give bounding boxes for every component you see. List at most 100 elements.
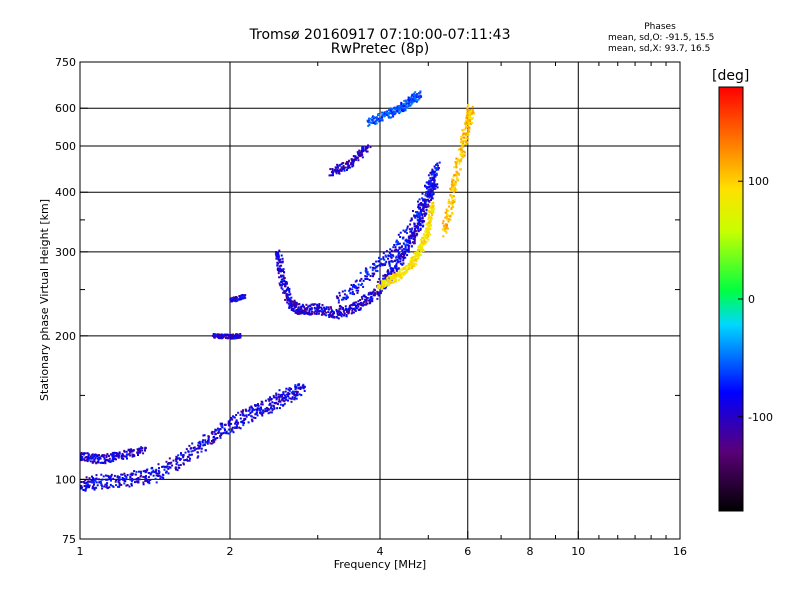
scatter-point [165,471,168,474]
scatter-point [421,241,424,244]
scatter-point [295,309,298,312]
scatter-point [130,483,133,485]
scatter-point [413,233,416,236]
scatter-point [265,406,268,409]
scatter-point [189,457,191,460]
scatter-point [282,268,285,271]
scatter-point [187,455,190,458]
scatter-point [406,227,409,230]
scatter-point [256,404,259,407]
scatter-point [263,410,266,413]
scatter-point [148,482,151,485]
scatter-point [85,481,88,484]
scatter-point [197,441,200,444]
scatter-point [350,162,353,164]
scatter-point [437,167,440,169]
scatter-point [282,392,285,394]
scatter-point [294,395,297,398]
scatter-point [287,399,289,402]
scatter-point [136,448,139,451]
scatter-point [120,456,123,459]
scatter-point [445,208,448,211]
scatter-point [346,163,349,166]
scatter-point [125,477,128,480]
scatter-point [247,421,250,424]
scatter-point [329,311,332,314]
scatter-point [213,435,215,438]
scatter-point [426,198,429,201]
scatter-point [161,473,164,476]
scatter-point [436,167,439,170]
scatter-point [414,225,417,228]
scatter-point [429,190,432,193]
scatter-point [377,283,380,286]
scatter-point [361,282,364,285]
scatter-point [198,447,201,450]
scatter-point [291,396,294,399]
scatter-point [351,293,354,295]
scatter-point [288,387,291,390]
scatter-point [407,96,410,99]
scatter-point [268,403,271,406]
scatter-point [431,197,434,200]
scatter-point [137,454,139,456]
grid-lines [80,62,680,539]
scatter-point [155,474,158,477]
scatter-point [247,409,250,412]
scatter-point [251,408,254,410]
scatter-point [241,296,243,299]
scatter-point [393,249,396,252]
scatter-point [431,203,434,206]
scatter-point [287,395,290,398]
scatter-point [311,310,313,313]
scatter-point [399,257,402,260]
scatter-point [346,167,349,170]
scatter-point [427,189,430,192]
scatter-point [281,288,284,291]
scatter-point [217,430,220,433]
scatter-point [88,486,90,489]
scatter-point [430,171,432,174]
scatter-point [355,307,358,310]
scatter-point [408,103,411,106]
scatter-point [139,451,142,454]
scatter-point [426,236,429,238]
scatter-point [412,241,414,244]
scatter-point [108,486,111,489]
scatter-point [275,401,278,404]
scatter-point [157,472,159,475]
scatter-point [362,279,365,282]
x-tick-label: 2 [227,545,234,558]
scatter-point [103,454,106,457]
scatter-point [159,477,162,480]
scatter-point [212,441,215,444]
scatter-point [402,273,405,276]
scatter-point [402,109,405,112]
scatter-point [344,166,347,169]
scatter-point [294,394,297,396]
scatter-point [413,255,416,258]
scatter-point [98,456,101,459]
scatter-point [211,430,214,433]
scatter-point [192,447,195,449]
scatter-point [269,396,271,399]
scatter-point [228,424,231,427]
scatter-point [390,116,393,119]
scatter-point [226,333,229,336]
scatter-point [262,411,265,414]
scatter-point [384,254,387,257]
scatter-point [301,384,304,387]
scatter-point [84,459,86,462]
scatter-point [445,231,448,234]
scatter-point [458,173,460,176]
scatter-point [379,285,381,288]
scatter-point [146,468,149,471]
scatter-point [93,488,96,491]
scatter-point [405,271,408,274]
scatter-point [342,165,345,167]
scatter-point [392,255,395,258]
scatter-point [235,414,238,416]
scatter-point [424,185,427,188]
scatter-point [323,308,326,311]
scatter-point [142,481,145,484]
